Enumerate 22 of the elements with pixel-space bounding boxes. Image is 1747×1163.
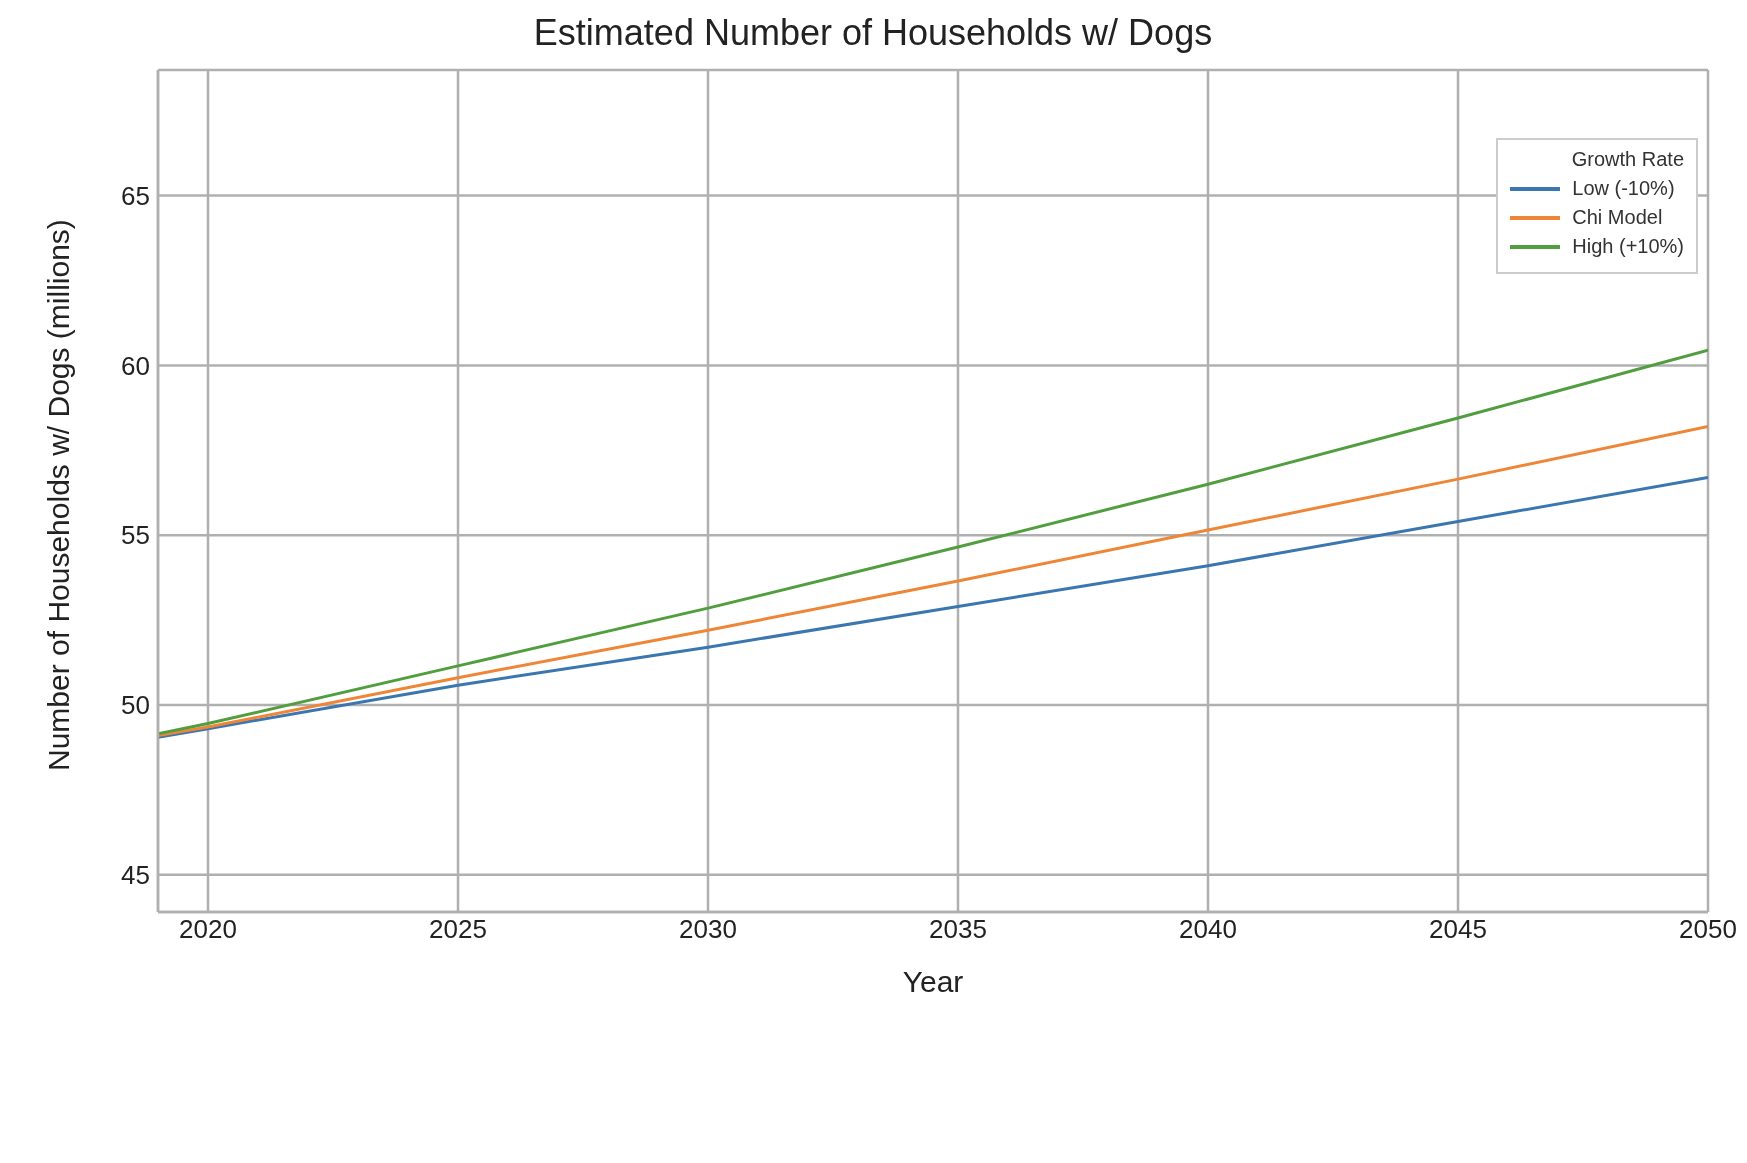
x-tick-label: 2045 (1429, 914, 1487, 945)
legend-label: High (+10%) (1572, 235, 1684, 258)
line-series (158, 475, 1708, 739)
x-tick-label: 2040 (1179, 914, 1237, 945)
line-series (158, 348, 1708, 736)
x-tick-label: 2025 (429, 914, 487, 945)
y-tick-label: 60 (121, 350, 150, 381)
y-tick-label: 55 (121, 520, 150, 551)
x-axis-title: Year (902, 965, 964, 998)
y-tick-label: 65 (121, 180, 150, 211)
x-tick-label: 2030 (679, 914, 737, 945)
chart-title: Estimated Number of Households w/ Dogs (532, 11, 1214, 55)
legend-title: Growth Rate (1570, 148, 1684, 171)
y-tick-label: 45 (121, 859, 150, 890)
legend-label: Low (-10%) (1572, 177, 1675, 200)
x-tick-label: 2050 (1679, 914, 1737, 945)
y-tick-label: 50 (121, 690, 150, 721)
x-tick-label: 2035 (929, 914, 987, 945)
legend-label: Chi Model (1572, 206, 1663, 229)
x-tick-label: 2020 (179, 914, 237, 945)
line-series (158, 424, 1708, 737)
y-axis-title: Number of Households w/ Dogs (millions) (41, 219, 75, 771)
